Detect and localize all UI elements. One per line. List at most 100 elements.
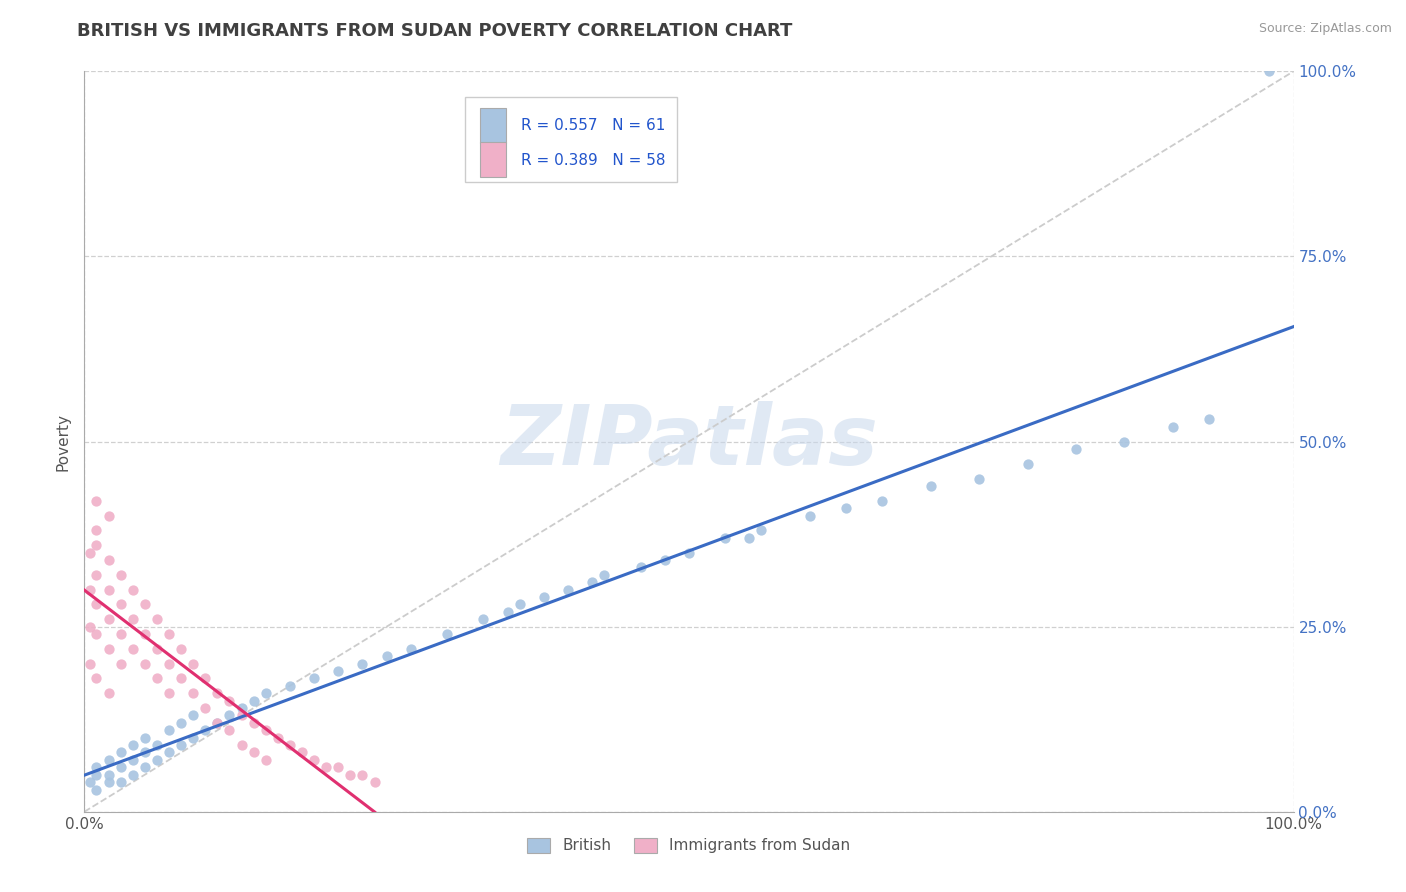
Point <box>496 605 519 619</box>
Point <box>339 767 361 781</box>
Point <box>1258 64 1281 78</box>
Point <box>134 627 156 641</box>
Point <box>278 679 301 693</box>
Point <box>86 672 108 686</box>
Point <box>472 612 495 626</box>
Point <box>97 508 120 523</box>
Point <box>181 657 204 671</box>
Point <box>242 715 264 730</box>
Point <box>110 657 132 671</box>
Point <box>146 641 169 656</box>
Point <box>291 746 314 760</box>
Point <box>630 560 652 574</box>
Point <box>835 501 858 516</box>
Point <box>218 723 240 738</box>
Point <box>315 760 337 774</box>
Point <box>328 664 350 678</box>
FancyBboxPatch shape <box>465 97 676 183</box>
Point <box>110 760 132 774</box>
Point <box>194 723 217 738</box>
Point <box>110 567 132 582</box>
Point <box>1064 442 1087 456</box>
Point <box>146 672 169 686</box>
Point <box>194 701 217 715</box>
Point <box>146 612 169 626</box>
Point <box>242 694 264 708</box>
Point <box>1114 434 1136 449</box>
FancyBboxPatch shape <box>479 142 506 178</box>
Point <box>157 657 180 671</box>
Point <box>170 738 193 752</box>
Text: BRITISH VS IMMIGRANTS FROM SUDAN POVERTY CORRELATION CHART: BRITISH VS IMMIGRANTS FROM SUDAN POVERTY… <box>77 22 793 40</box>
Point <box>97 767 120 781</box>
Point <box>328 760 350 774</box>
Point <box>352 767 374 781</box>
Point <box>581 575 603 590</box>
Point <box>134 598 156 612</box>
Point <box>97 753 120 767</box>
Point <box>134 760 156 774</box>
Point <box>967 471 990 485</box>
Point <box>86 524 108 538</box>
Point <box>97 612 120 626</box>
Point <box>79 657 101 671</box>
Point <box>170 715 193 730</box>
Point <box>97 686 120 700</box>
Point <box>170 672 193 686</box>
Point <box>121 753 143 767</box>
Point <box>134 657 156 671</box>
Point <box>207 715 229 730</box>
Text: R = 0.389   N = 58: R = 0.389 N = 58 <box>520 153 665 168</box>
Y-axis label: Poverty: Poverty <box>55 412 70 471</box>
Point <box>436 627 458 641</box>
Point <box>207 686 229 700</box>
Point <box>86 627 108 641</box>
Point <box>86 598 108 612</box>
Point <box>110 627 132 641</box>
Point <box>79 619 101 633</box>
Point <box>557 582 579 597</box>
Text: R = 0.557   N = 61: R = 0.557 N = 61 <box>520 118 665 133</box>
Point <box>714 531 737 545</box>
Point <box>533 590 555 604</box>
Point <box>110 775 132 789</box>
Point <box>254 686 277 700</box>
Point <box>146 738 169 752</box>
Point <box>231 738 253 752</box>
Point <box>86 538 108 552</box>
Text: Source: ZipAtlas.com: Source: ZipAtlas.com <box>1258 22 1392 36</box>
Point <box>121 582 143 597</box>
Point <box>678 546 700 560</box>
Point <box>157 723 180 738</box>
Point <box>110 746 132 760</box>
Point <box>654 553 676 567</box>
Point <box>121 612 143 626</box>
Point <box>79 775 101 789</box>
Point <box>146 753 169 767</box>
Point <box>86 493 108 508</box>
Point <box>278 738 301 752</box>
Point <box>751 524 773 538</box>
Point <box>86 760 108 774</box>
FancyBboxPatch shape <box>479 108 506 144</box>
Point <box>157 686 180 700</box>
Point <box>920 479 942 493</box>
Point <box>157 746 180 760</box>
Point <box>231 708 253 723</box>
Point <box>218 708 240 723</box>
Point <box>399 641 422 656</box>
Point <box>363 775 385 789</box>
Point <box>509 598 531 612</box>
Point <box>157 627 180 641</box>
Point <box>254 753 277 767</box>
Point <box>181 708 204 723</box>
Point <box>121 767 143 781</box>
Point <box>134 746 156 760</box>
Point <box>207 715 229 730</box>
Point <box>302 753 325 767</box>
Point <box>86 782 108 797</box>
Point <box>352 657 374 671</box>
Point <box>97 641 120 656</box>
Point <box>593 567 616 582</box>
Point <box>181 686 204 700</box>
